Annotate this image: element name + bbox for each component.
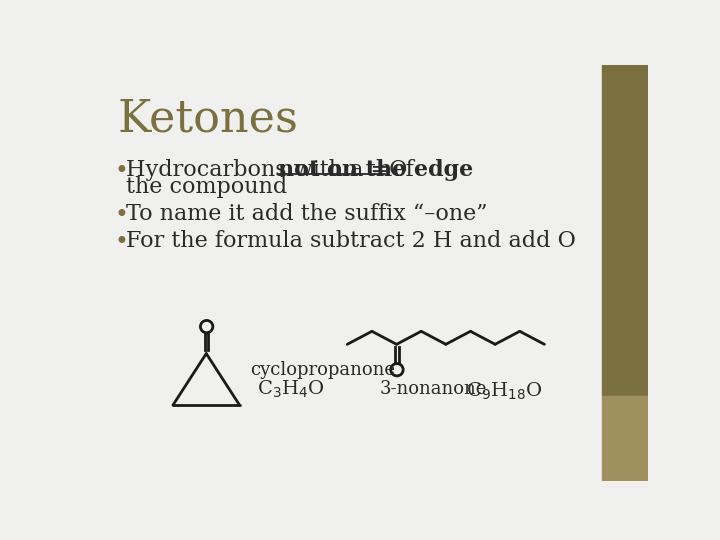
Text: the compound: the compound [127, 176, 288, 198]
Text: C$_9$H$_{18}$O: C$_9$H$_{18}$O [467, 381, 543, 402]
Text: To name it add the suffix “–one”: To name it add the suffix “–one” [127, 204, 488, 225]
Bar [601, 65, 648, 396]
Text: cyclopropanone: cyclopropanone [251, 361, 395, 379]
Text: not on the edge: not on the edge [279, 159, 474, 181]
Text: •: • [114, 231, 129, 254]
Text: of: of [385, 159, 414, 181]
Text: •: • [114, 204, 129, 227]
Text: For the formula subtract 2 H and add O: For the formula subtract 2 H and add O [127, 231, 576, 252]
Text: C$_3$H$_4$O: C$_3$H$_4$O [256, 379, 325, 400]
Text: •: • [114, 159, 129, 183]
Text: Hydrocarbons with a =O: Hydrocarbons with a =O [127, 159, 415, 181]
Bar [601, 396, 648, 481]
Text: Ketones: Ketones [117, 97, 298, 140]
Text: 3-nonanone: 3-nonanone [379, 381, 487, 399]
